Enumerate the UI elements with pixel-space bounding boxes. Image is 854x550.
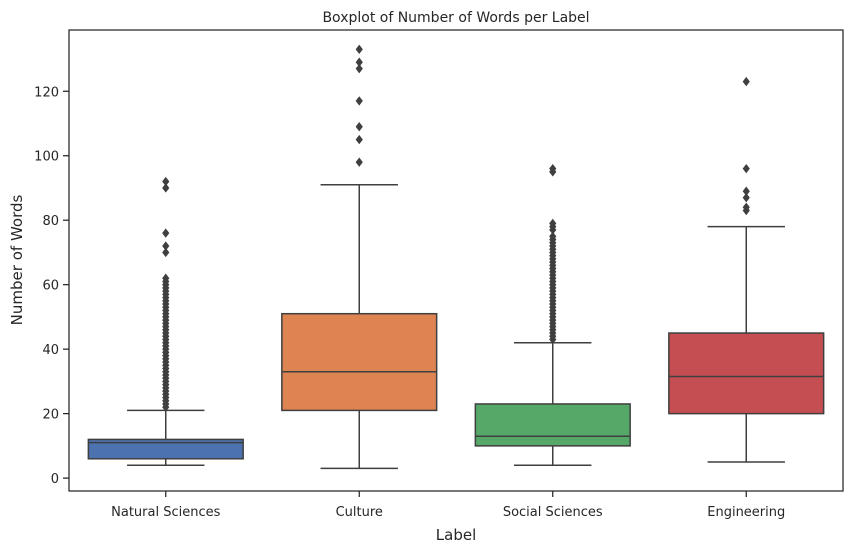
y-tick-label: 40 <box>42 343 59 358</box>
chart-title: Boxplot of Number of Words per Label <box>322 10 589 26</box>
outlier-point <box>742 192 750 203</box>
box-group <box>474 163 631 466</box>
plot-area <box>87 44 825 470</box>
y-tick-label: 80 <box>42 214 59 229</box>
y-tick-label: 20 <box>42 408 59 423</box>
box-iqr <box>668 332 825 415</box>
x-tick-label: Social Sciences <box>503 505 603 520</box>
outlier-point <box>162 228 170 238</box>
outlier-point <box>355 57 363 67</box>
outlier-point <box>742 186 750 196</box>
outlier-point <box>355 44 363 55</box>
outlier-point <box>549 218 557 229</box>
outlier-point <box>355 122 363 132</box>
outlier-point <box>355 64 363 74</box>
box-group <box>281 44 438 470</box>
outlier-point <box>549 163 557 174</box>
y-tick-label: 120 <box>34 85 59 100</box>
outlier-point <box>549 231 557 242</box>
y-tick-label: 60 <box>42 279 59 294</box>
outlier-point <box>162 273 170 283</box>
box-iqr <box>281 312 438 412</box>
box-group <box>87 176 244 466</box>
box-group <box>668 76 825 463</box>
plot-frame <box>68 29 844 492</box>
outlier-point <box>742 76 750 87</box>
x-tick-label: Engineering <box>707 505 785 520</box>
x-tick-label: Culture <box>336 505 383 520</box>
x-axis-label: Label <box>436 526 476 544</box>
y-axis-label: Number of Words <box>8 195 26 326</box>
y-axis-ticks: 0 20 40 60 80 100 120 <box>34 85 69 487</box>
x-axis-ticks: Natural Sciences Culture Social Sciences En… <box>111 491 785 520</box>
outlier-point <box>355 134 363 145</box>
y-tick-label: 0 <box>51 472 59 487</box>
outlier-point <box>162 176 170 187</box>
box-iqr <box>87 438 244 460</box>
outlier-point <box>742 202 750 212</box>
outlier-point <box>355 96 363 106</box>
x-tick-label: Natural Sciences <box>111 505 220 520</box>
box-iqr <box>474 403 631 447</box>
outlier-point <box>162 247 170 258</box>
outlier-point <box>162 241 170 251</box>
outlier-point <box>162 183 170 193</box>
y-tick-label: 100 <box>34 150 59 165</box>
outlier-point <box>355 157 363 167</box>
outlier-point <box>742 163 750 174</box>
